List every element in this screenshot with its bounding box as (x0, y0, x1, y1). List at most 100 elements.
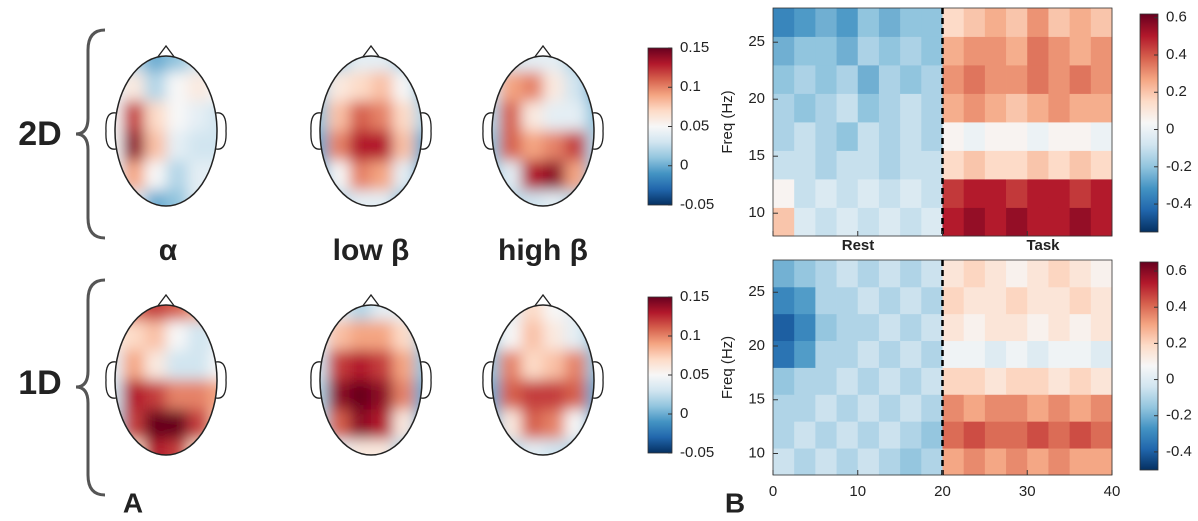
topomap-cell (349, 160, 372, 191)
topomap-cell (122, 160, 145, 191)
topomap-cell (499, 350, 522, 381)
head-outline (319, 55, 423, 207)
topomap-cell (144, 350, 167, 381)
topomap-cell (543, 380, 566, 411)
heatmap-cell (857, 8, 880, 37)
colorbar-tick-label: 0 (1166, 371, 1174, 388)
topomap-field (320, 305, 422, 455)
x-tick-label: 40 (1104, 483, 1121, 500)
heatmap-cell (836, 448, 859, 476)
heatmap-cell (773, 260, 795, 288)
colorbar-tick-label: -0.05 (680, 444, 714, 461)
heatmap-cell (984, 207, 1007, 237)
heatmap-cell (1090, 260, 1113, 288)
heatmap-cell (900, 8, 922, 37)
topomap-cell (521, 71, 544, 102)
topomap-cell (144, 320, 167, 351)
heatmap-cell (857, 150, 880, 180)
topomap-cell (586, 131, 594, 162)
topomap-cell (144, 409, 167, 440)
topomap-cell (543, 409, 566, 440)
heatmap-cell (984, 286, 1007, 315)
topomap-cell (521, 380, 544, 411)
topomap-cell (115, 305, 124, 322)
topomap-cell (543, 71, 566, 102)
topomap-cell (564, 56, 587, 73)
heatmap-cell (836, 260, 859, 288)
heatmap-cell (815, 179, 837, 208)
topomap (492, 56, 594, 206)
heatmap-cell (836, 313, 859, 342)
heatmap-cell (1069, 313, 1092, 342)
heatmap-cell (794, 65, 816, 94)
heatmap-cell (1006, 122, 1028, 151)
topomap-cell (209, 380, 217, 411)
topomap-cell (392, 56, 415, 73)
heatmap-cell (836, 93, 859, 123)
row-label: 2D (18, 115, 61, 153)
topomap-cell (392, 305, 415, 322)
topomap-cell (115, 56, 124, 73)
topomap-cell (209, 409, 217, 440)
heatmap-cell (773, 8, 795, 37)
heatmap-cell (857, 93, 880, 123)
topomap-cell (492, 350, 501, 381)
topomap-cell (187, 305, 210, 322)
heatmap-cell (773, 313, 795, 342)
heatmap-cell (984, 150, 1007, 180)
heatmap-cell (836, 394, 859, 422)
heatmap-cell (815, 36, 837, 66)
heatmap-cell (794, 36, 816, 66)
heatmap-cell (1006, 340, 1028, 368)
heatmap-cell (942, 150, 965, 180)
heatmap-cell (794, 179, 816, 208)
heatmap-cell (1048, 421, 1071, 449)
colorbar-tick-label: 0.05 (680, 117, 709, 134)
heatmap-cell (794, 367, 816, 395)
topomap-cell (371, 131, 394, 162)
heatmap-cell (1006, 179, 1028, 208)
head-outline (114, 304, 218, 456)
ear (215, 361, 227, 399)
heatmap-cell (963, 286, 986, 315)
heatmap-cell (878, 286, 901, 315)
heatmap-cell (1048, 394, 1071, 422)
heatmap-cell (878, 150, 901, 180)
topomap-cell (122, 380, 145, 411)
heatmap-cell (857, 367, 880, 395)
heatmap-cell (984, 367, 1007, 395)
y-tick-label: 15 (748, 391, 765, 408)
heatmap-cell (963, 8, 986, 37)
topomap-cell (499, 305, 522, 322)
topomap-cell (320, 131, 329, 162)
heatmap-cell (857, 122, 880, 151)
heatmap-cell (963, 93, 986, 123)
heatmap-cell (942, 260, 965, 288)
heatmap-cell (1048, 207, 1071, 237)
topomap-cell (564, 439, 587, 455)
topomap-cell (492, 380, 501, 411)
heatmap-cell (836, 122, 859, 151)
heatmap-cell (1048, 367, 1071, 395)
heatmap-cell (794, 286, 816, 315)
head-outline (491, 304, 595, 456)
topomap-cell (414, 56, 422, 73)
topomap-cell (586, 439, 594, 455)
topomap-cell (492, 131, 501, 162)
topomap-cell (122, 439, 145, 455)
colorbar-tick-label: 0.2 (1166, 83, 1187, 100)
topomap-cell (349, 350, 372, 381)
annotation: Task (1026, 237, 1060, 254)
heatmap-cell (836, 8, 859, 37)
topomap-cell (371, 71, 394, 102)
column-label: α (159, 234, 178, 267)
ear (105, 112, 117, 150)
topomap-cell (371, 350, 394, 381)
topomap-cell (521, 320, 544, 351)
y-tick-label: 20 (748, 337, 765, 354)
topomap-cell (371, 160, 394, 191)
ear (105, 361, 117, 399)
ear (482, 112, 494, 150)
topomap-cell (349, 131, 372, 162)
topomap-cell (144, 131, 167, 162)
